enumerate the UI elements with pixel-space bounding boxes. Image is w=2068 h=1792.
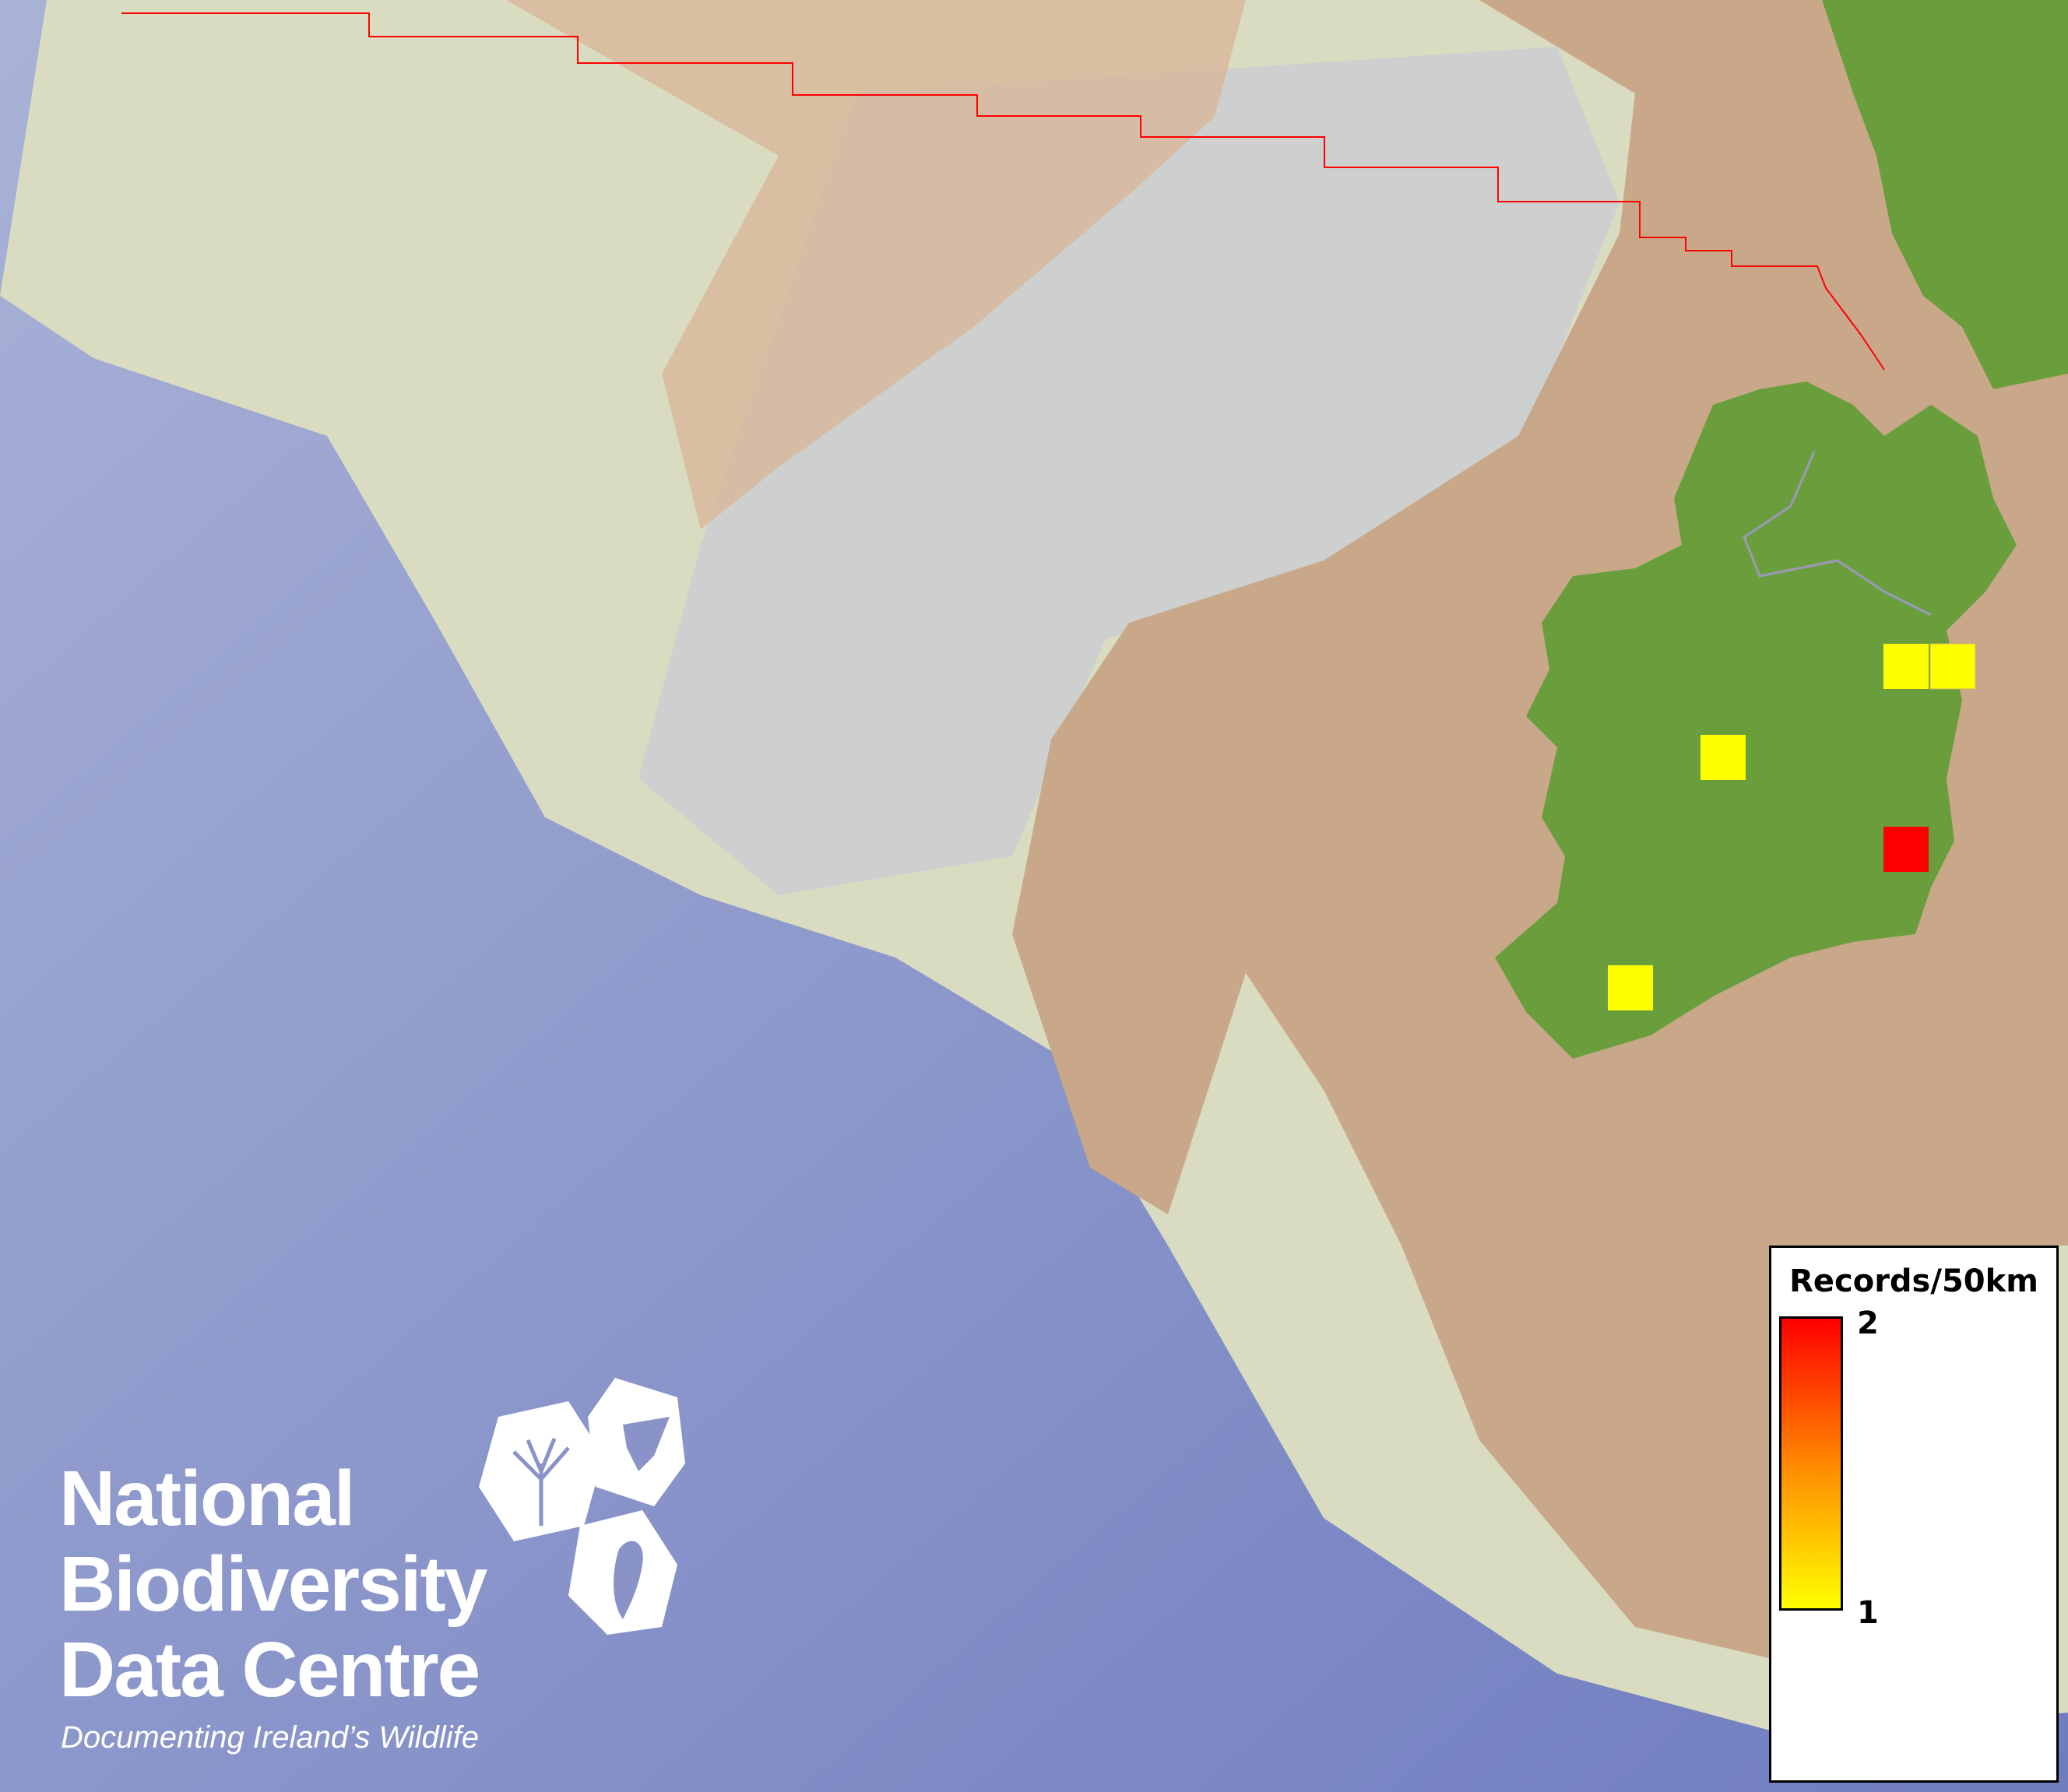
legend-min-label: 1 (1857, 1595, 1879, 1631)
hexagon-species-icon (479, 1378, 685, 1635)
logo-tagline: Documenting Ireland’s Wildlife (61, 1720, 479, 1755)
ni-border (1743, 451, 1932, 617)
eez-boundary (121, 12, 1885, 371)
legend-max-label: 2 (1857, 1305, 1879, 1341)
record-square[interactable] (1883, 644, 1929, 689)
ireland-land (1495, 381, 2017, 1059)
logo-line-2: Biodiversity (59, 1541, 487, 1628)
record-square[interactable] (1700, 735, 1746, 780)
record-square[interactable] (1883, 827, 1929, 872)
scotland-land (1822, 0, 2068, 389)
legend-title: Records/50km (1789, 1263, 2038, 1299)
legend-color-ramp (1779, 1316, 1843, 1611)
shelf-tan-north (506, 0, 1246, 529)
logo-line-1: National (59, 1455, 355, 1542)
legend: Records/50km 2 1 (1769, 1246, 2059, 1783)
logo-text: National Biodiversity Data Centre (59, 1455, 487, 1713)
record-square[interactable] (1929, 643, 1976, 690)
record-squares (1608, 643, 1976, 1010)
record-square[interactable] (1608, 965, 1653, 1010)
logo-line-3: Data Centre (59, 1626, 480, 1713)
